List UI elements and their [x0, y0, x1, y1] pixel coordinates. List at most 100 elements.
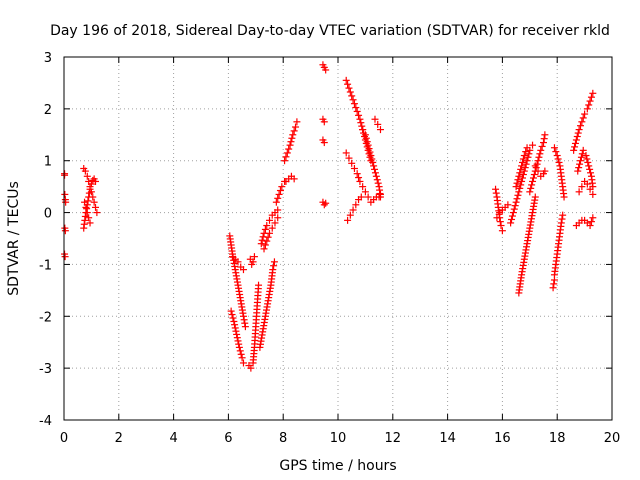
data-point [92, 203, 100, 211]
data-point [530, 171, 538, 179]
data-point [535, 153, 543, 161]
data-point [374, 179, 382, 187]
data-point [585, 162, 593, 170]
data-point [239, 266, 247, 274]
data-point [559, 211, 567, 219]
data-point [85, 214, 93, 222]
data-point [570, 146, 578, 154]
data-point [357, 119, 365, 127]
data-point [266, 216, 273, 224]
data-point [233, 334, 241, 342]
y-tick-label: -4 [39, 414, 52, 429]
data-point [550, 144, 558, 152]
data-point [575, 164, 583, 172]
data-point [576, 122, 584, 130]
data-point [363, 138, 371, 146]
data-point [519, 171, 527, 179]
data-point [536, 150, 544, 158]
data-point [290, 127, 298, 135]
data-point [241, 319, 249, 327]
data-point [493, 214, 501, 222]
data-point [272, 198, 280, 206]
data-point [574, 167, 582, 175]
data-point [492, 185, 500, 193]
data-point [269, 266, 277, 274]
data-point [518, 177, 526, 185]
data-point [365, 145, 373, 153]
data-point [261, 241, 269, 249]
data-point [504, 201, 512, 209]
data-point [586, 185, 594, 193]
data-point [359, 126, 367, 134]
data-point [516, 184, 524, 192]
data-point [355, 111, 363, 119]
data-point [366, 148, 374, 156]
data-point [322, 199, 330, 207]
data-point [93, 209, 101, 217]
data-point [533, 160, 541, 168]
plot-frame [63, 56, 613, 421]
data-point [281, 157, 289, 165]
data-point [376, 126, 384, 134]
data-point [541, 131, 549, 139]
data-point [370, 162, 378, 170]
data-point [278, 183, 286, 191]
data-point [587, 169, 595, 177]
data-point [522, 160, 530, 168]
data-point [527, 184, 535, 192]
data-point [81, 198, 89, 206]
data-point [349, 206, 357, 214]
data-point [583, 105, 591, 113]
data-point [349, 96, 357, 104]
y-tick-label: 0 [44, 207, 52, 222]
y-tick-label: 1 [44, 155, 52, 170]
data-point [263, 237, 271, 245]
data-point [553, 152, 561, 160]
data-point [229, 314, 237, 322]
data-point [348, 159, 356, 167]
data-point [236, 347, 244, 355]
y-tick-label: -1 [39, 258, 52, 273]
data-point [515, 172, 523, 180]
data-point [286, 141, 294, 149]
data-point [362, 134, 370, 142]
data-point [560, 193, 568, 201]
data-point [353, 170, 361, 178]
data-point [511, 202, 519, 210]
grid-lines [64, 57, 612, 420]
data-point [62, 198, 70, 206]
data-point [283, 149, 291, 157]
data-point [239, 312, 247, 320]
y-tick-labels: -4 -3 -2 -1 0 1 2 3 [39, 51, 52, 429]
data-point [293, 118, 301, 126]
data-point [227, 307, 235, 315]
data-point [232, 327, 240, 335]
data-point [270, 262, 278, 270]
data-point [571, 139, 579, 147]
data-point [558, 215, 566, 223]
data-point [276, 187, 284, 195]
data-point [237, 350, 245, 358]
y-axis-label: SDTVAR / TECUs [6, 181, 22, 296]
y-tick-label: 2 [44, 103, 52, 118]
data-point [376, 190, 384, 198]
data-point [531, 162, 539, 170]
data-point [352, 104, 360, 112]
data-point [589, 214, 597, 222]
data-point [288, 134, 296, 142]
data-point [572, 136, 580, 144]
data-point [526, 188, 534, 196]
data-point [345, 154, 353, 162]
data-point [517, 165, 525, 173]
data-point [575, 188, 583, 196]
data-point [518, 162, 526, 170]
data-point [290, 175, 298, 183]
data-point [361, 131, 369, 139]
data-point [353, 107, 361, 115]
data-point [266, 229, 273, 237]
data-point [538, 142, 546, 150]
data-point [534, 167, 542, 175]
data-point [258, 236, 266, 244]
data-point [282, 153, 290, 161]
data-point [356, 115, 364, 123]
